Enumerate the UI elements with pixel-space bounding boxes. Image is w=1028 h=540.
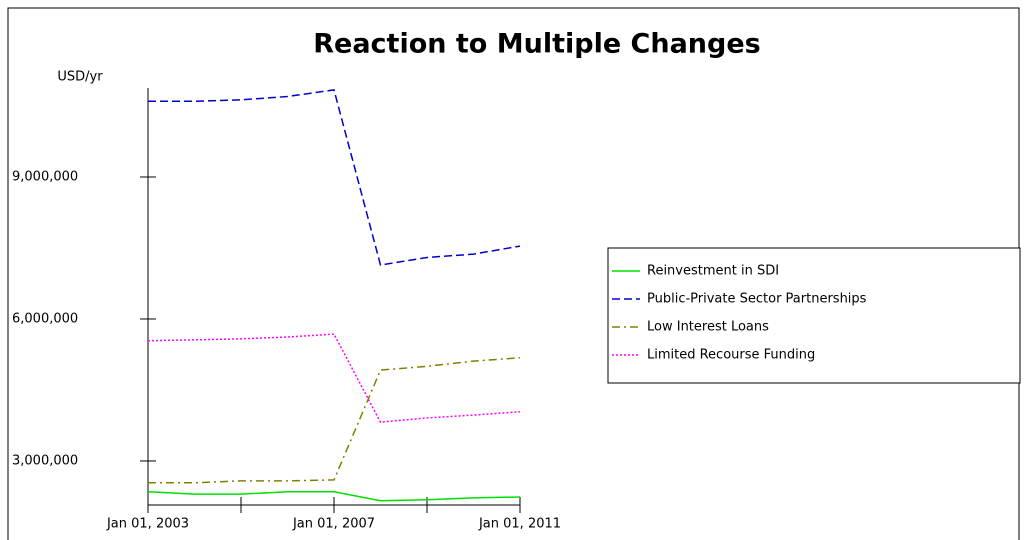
y-tick-label: 3,000,000 (12, 453, 78, 468)
y-axis-label: USD/yr (57, 70, 103, 85)
chart-title: Reaction to Multiple Changes (313, 29, 761, 60)
series-line (147, 333, 521, 423)
legend-box (607, 247, 1021, 384)
legend-label: Reinvestment in SDI (647, 264, 779, 279)
x-tick-label: Jan 01, 2011 (478, 517, 561, 532)
x-tick-label: Jan 01, 2007 (292, 517, 375, 532)
x-tick-label: Jan 01, 2003 (106, 517, 189, 532)
series-line (148, 89, 521, 266)
y-tick-label: 9,000,000 (12, 169, 78, 184)
legend-label: Limited Recourse Funding (647, 348, 815, 363)
legend-label: Low Interest Loans (647, 320, 769, 335)
series-line (147, 490, 521, 502)
series-line (148, 357, 521, 484)
y-tick-label: 6,000,000 (12, 311, 78, 326)
legend-label: Public-Private Sector Partnerships (647, 292, 867, 307)
